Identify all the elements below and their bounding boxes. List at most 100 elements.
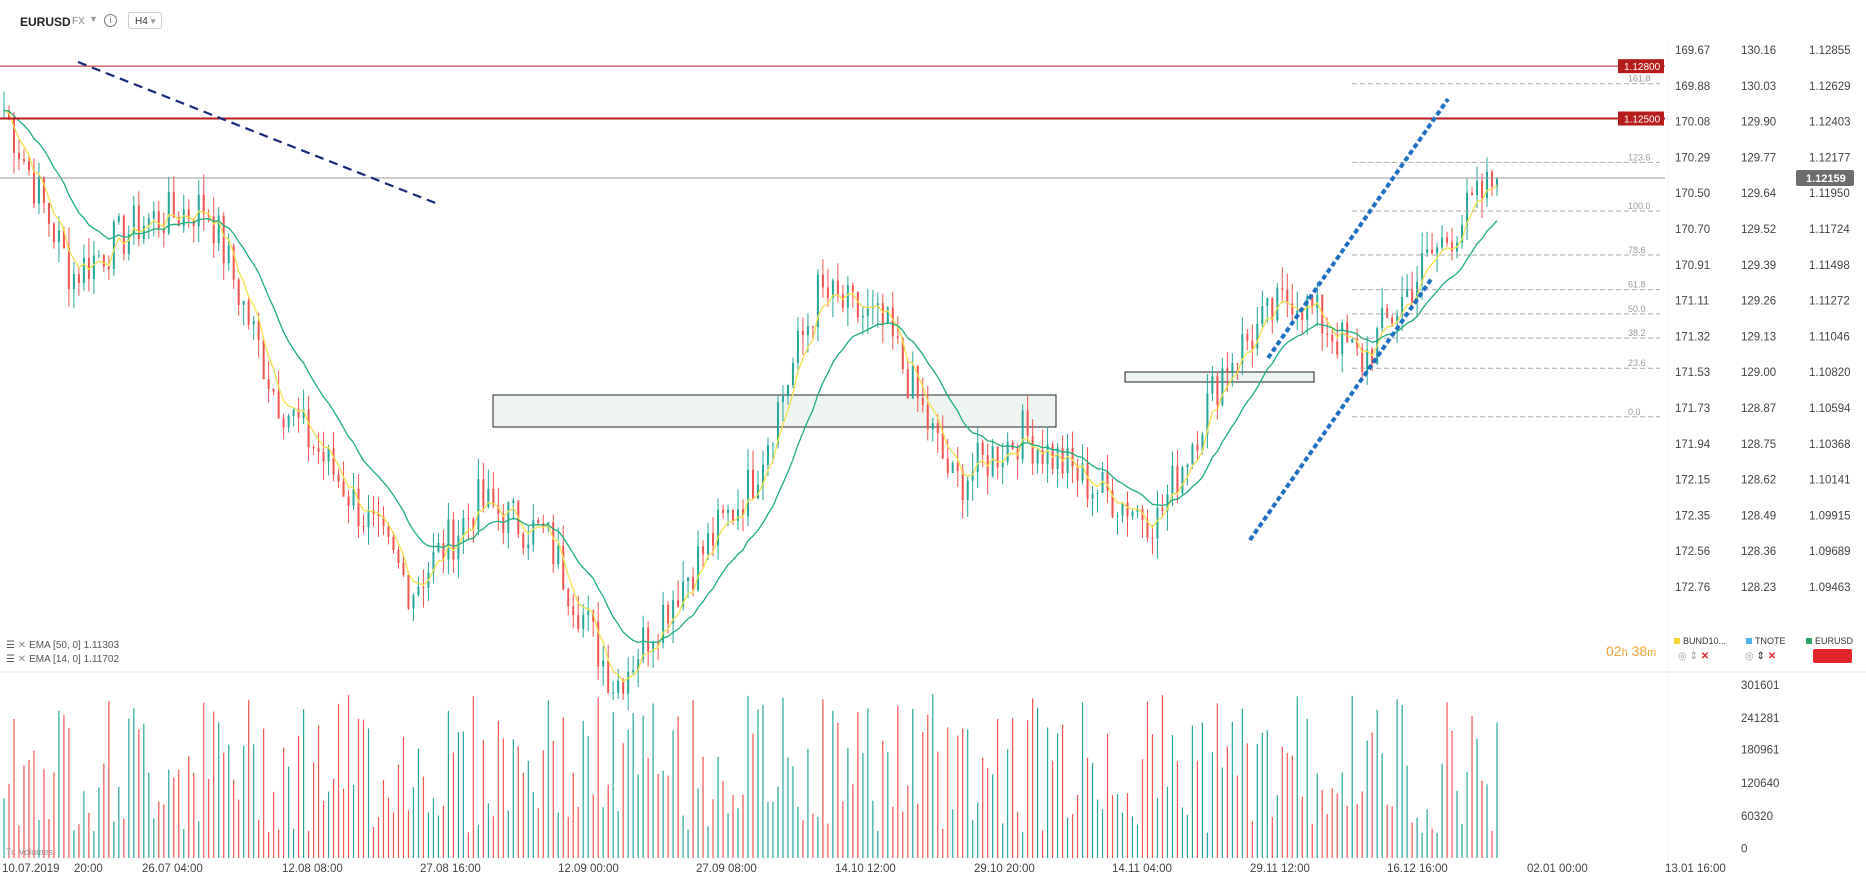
candle-body: [1276, 287, 1279, 321]
drawings[interactable]: 1.12800 1.12500 1.12159 161.8 123.6 100.0 78.6…: [0, 59, 1854, 542]
candle-body: [347, 496, 350, 506]
price-tick-label: 1.10820: [1809, 367, 1851, 379]
candle-body: [407, 574, 410, 609]
market-label[interactable]: FX: [72, 16, 85, 27]
compare-bund-controls[interactable]: ◎ ⇕ ✕: [1678, 651, 1709, 662]
remove-icon: ✕: [1700, 651, 1710, 662]
candle-body: [717, 509, 720, 546]
candle-body: [796, 330, 799, 363]
candle-body: [1026, 410, 1029, 437]
price-tick-label: 128.75: [1741, 439, 1776, 451]
compare-tnote-controls[interactable]: ◎ ⇕ ✕: [1745, 651, 1776, 662]
candle-body: [227, 245, 230, 264]
candle-body: [1116, 515, 1119, 517]
candle-body: [682, 581, 685, 607]
candle-body: [122, 216, 125, 254]
candle-body: [961, 471, 964, 501]
price-tick-label: 129.77: [1741, 152, 1776, 164]
candle-body: [392, 536, 395, 551]
indicator-ema50[interactable]: ☰ ✕ EMA [50, 0] 1.11303: [6, 640, 119, 651]
candle-body: [32, 170, 35, 204]
candle-body: [482, 479, 485, 507]
candle-body: [562, 545, 565, 590]
candle-body: [397, 550, 400, 564]
candle-body: [921, 398, 924, 405]
price-tick-label: 128.23: [1741, 582, 1776, 594]
candle-body: [1431, 249, 1434, 254]
list-icon[interactable]: ☰: [6, 640, 15, 651]
candle-body: [886, 307, 889, 324]
price-tick-label: 129.39: [1741, 260, 1776, 272]
candle-body: [1326, 333, 1329, 335]
candle-body: [1086, 463, 1089, 499]
downtrend-line: [77, 60, 439, 206]
compare-bund[interactable]: BUND10...: [1674, 636, 1726, 646]
channel-lower-line: [1248, 276, 1434, 542]
candle-body: [1436, 247, 1439, 254]
candle-body: [747, 469, 750, 517]
market-dropdown-icon[interactable]: ▼: [89, 14, 98, 24]
candle-body: [1196, 444, 1199, 451]
candle-body: [677, 600, 680, 607]
candle-countdown: 02h 38m: [1606, 643, 1657, 659]
candle-body: [1416, 281, 1419, 303]
compare-tnote[interactable]: TNOTE: [1746, 636, 1786, 646]
price-tick-label: 170.50: [1675, 188, 1710, 200]
candle-body: [302, 409, 305, 418]
candle-body: [642, 627, 645, 660]
volume-tick-label: 301601: [1741, 680, 1779, 692]
candle-body: [1146, 520, 1149, 538]
candle-body: [846, 285, 849, 308]
info-icon[interactable]: i: [104, 14, 117, 27]
candle-body: [1356, 339, 1359, 349]
candle-body: [487, 488, 490, 507]
timeframe-select[interactable]: H4 ▼: [128, 12, 162, 29]
candle-body: [1446, 237, 1449, 243]
candle-body: [572, 606, 575, 616]
candle-body: [786, 384, 789, 397]
candle-body: [1066, 447, 1069, 474]
time-tick-label: 27.09 08:00: [696, 863, 757, 875]
close-icon[interactable]: ✕: [17, 640, 27, 651]
candle-body: [1241, 334, 1244, 364]
ema14-label: EMA [14, 0]: [29, 654, 81, 665]
candle-body: [851, 285, 854, 292]
candle-body: [417, 587, 420, 596]
time-tick-label: 16.12 16:00: [1387, 863, 1448, 875]
candle-body: [322, 451, 325, 462]
candle-body: [267, 379, 270, 389]
compare-eurusd[interactable]: EURUSD: [1806, 636, 1853, 646]
candle-body: [237, 279, 240, 305]
color-dot: [1674, 638, 1680, 644]
symbol-label[interactable]: EURUSD: [20, 15, 71, 29]
candle-body: [1136, 508, 1139, 512]
candle-body: [941, 433, 944, 459]
candle-body: [712, 533, 715, 546]
indicator-ema14[interactable]: ☰ ✕ EMA [14, 0] 1.11702: [6, 654, 119, 665]
candle-body: [72, 273, 75, 289]
candle-body: [1081, 463, 1084, 481]
compare-eurusd-toggle[interactable]: [1813, 649, 1852, 663]
candle-body: [1361, 348, 1364, 373]
candle-body: [1286, 289, 1289, 304]
candle-body: [791, 362, 794, 385]
fib-level-label: 78.6: [1628, 245, 1646, 255]
list-icon[interactable]: ☰: [6, 654, 15, 665]
price-tick-label: 129.00: [1741, 367, 1776, 379]
time-tick-label: 12.08 08:00: [282, 863, 343, 875]
candle-body: [627, 671, 630, 694]
price-tick-label: 170.70: [1675, 224, 1710, 236]
resistance-price-label: 1.12500: [1624, 115, 1661, 126]
candle-body: [352, 488, 355, 506]
consolidation-zones: [492, 371, 1315, 428]
volume-tick-label: 60320: [1741, 811, 1773, 823]
price-tick-label: 129.90: [1741, 117, 1776, 129]
close-icon[interactable]: ✕: [17, 654, 27, 665]
candle-body: [1006, 442, 1009, 463]
candle-body: [312, 446, 315, 449]
time-tick-label: 12.09 00:00: [558, 863, 619, 875]
candle-body: [667, 604, 670, 624]
candle-body: [1266, 297, 1269, 307]
candle-body: [477, 479, 480, 530]
